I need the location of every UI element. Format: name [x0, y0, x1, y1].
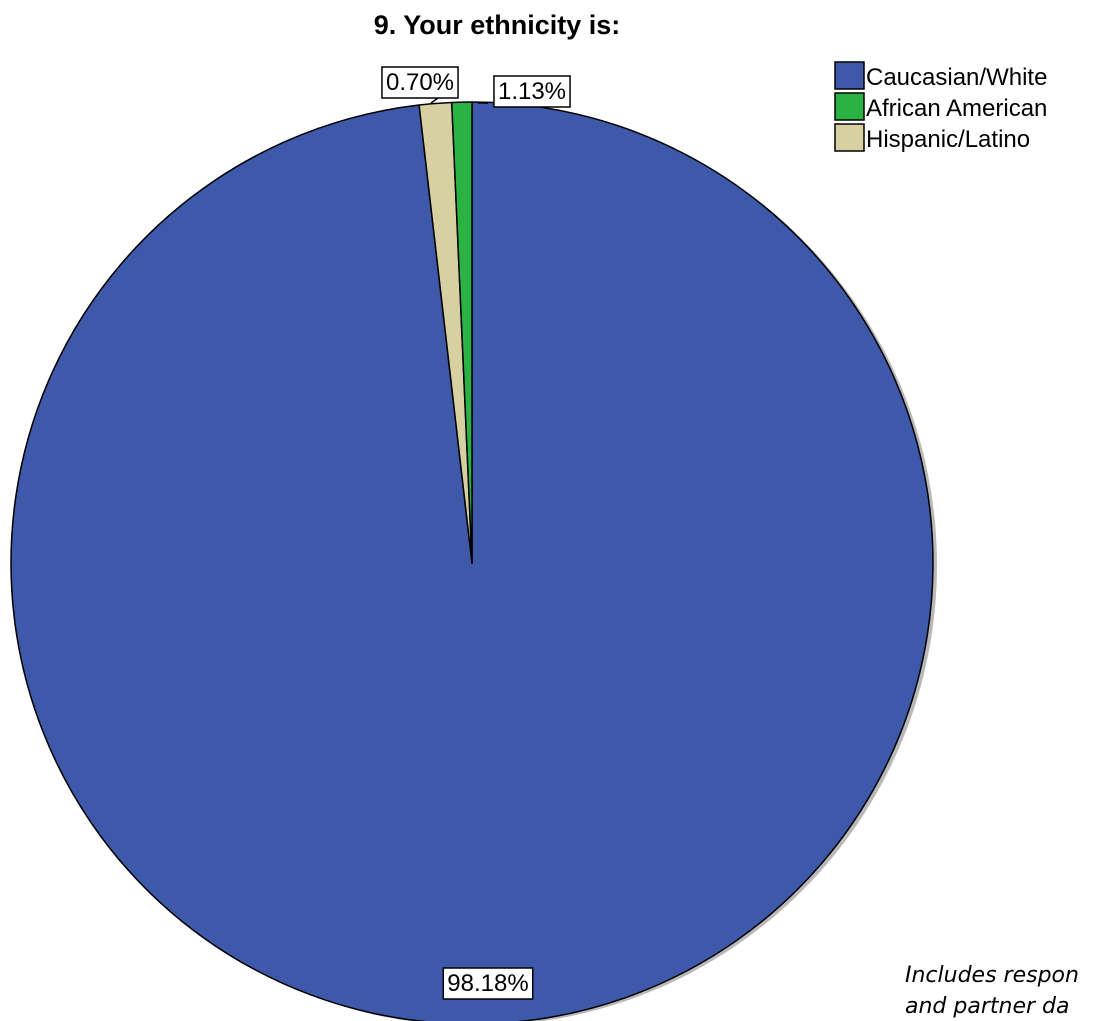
legend-label-caucasian-white: Caucasian/White	[866, 64, 1047, 91]
pie-slice-african-american	[450, 101, 473, 564]
legend-swatch-african-american	[834, 92, 865, 121]
pie-slice-caucasian-white	[10, 101, 934, 1021]
legend-label-african-american: African American	[866, 95, 1047, 122]
legend-swatch-caucasian-white	[834, 61, 865, 90]
svg-text:1.13%: 1.13%	[498, 78, 566, 105]
chart-title: 9. Your ethnicity is:	[374, 10, 621, 40]
data-label-caucasian-white: 98.18%	[442, 967, 534, 1000]
svg-text:98.18%: 98.18%	[447, 970, 528, 997]
legend-item-african-american: African American	[834, 92, 1047, 122]
footnote-line-2: and partner da	[905, 994, 1070, 1019]
legend: Caucasian/White African American Hispanic/…	[834, 61, 1047, 153]
data-label-hispanic-latino: 1.13%	[478, 75, 571, 108]
svg-text:0.70%: 0.70%	[386, 69, 454, 96]
legend-item-caucasian-white: Caucasian/White	[834, 61, 1047, 91]
data-label-african-american: 0.70%	[381, 66, 459, 104]
legend-item-hispanic-latino: Hispanic/Latino	[834, 123, 1030, 153]
legend-swatch-hispanic-latino	[834, 123, 865, 152]
footnote: Includes respon and partner da	[905, 960, 1079, 1021]
footnote-line-1: Includes respon	[905, 963, 1079, 988]
data-labels: 98.18% 0.70% 1.13%	[381, 66, 571, 1000]
legend-label-hispanic-latino: Hispanic/Latino	[866, 126, 1030, 153]
pie-slices	[10, 101, 934, 1021]
